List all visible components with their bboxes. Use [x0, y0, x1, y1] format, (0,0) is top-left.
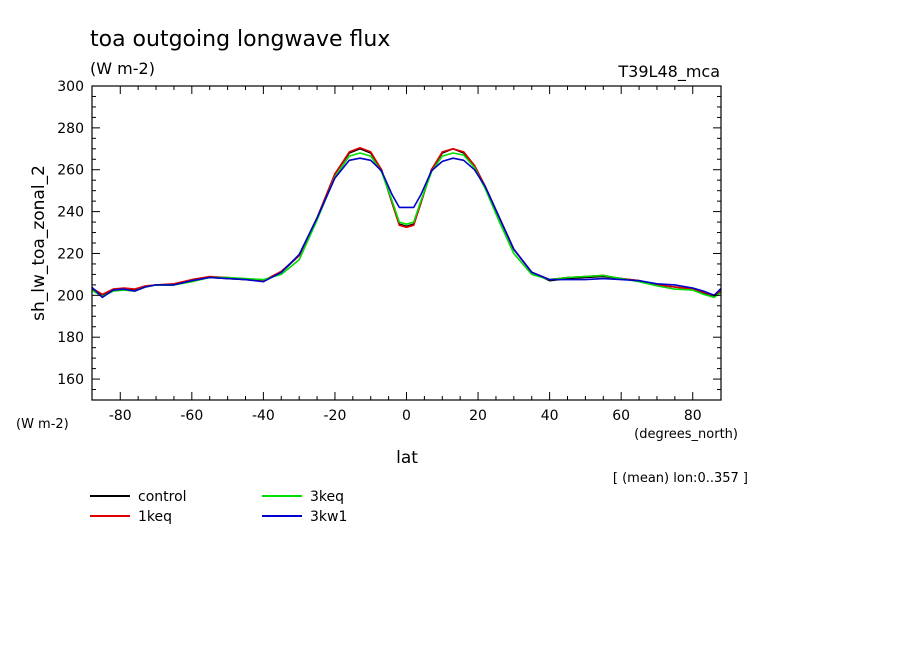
- series-line-3keq: [92, 152, 721, 299]
- series-line-1keq: [92, 147, 721, 297]
- legend-label-control: control: [138, 489, 187, 505]
- y-tick-label: 240: [57, 205, 84, 221]
- model-label: T39L48_mca: [617, 62, 720, 82]
- x-axis-label: lat: [396, 448, 418, 468]
- x-tick-label: 60: [612, 408, 630, 424]
- ticks-layer: [92, 85, 721, 401]
- chart-title: toa outgoing longwave flux: [90, 27, 390, 52]
- series-line-3kw1: [92, 157, 721, 299]
- chart-subtitle: (W m-2): [90, 59, 155, 78]
- series-line-control: [92, 148, 721, 298]
- x-tick-label: 80: [684, 408, 702, 424]
- y-tick-label: 260: [57, 163, 84, 179]
- x-tick-label: -40: [252, 408, 275, 424]
- x-tick-label: 20: [469, 408, 487, 424]
- legend-label-1keq: 1keq: [138, 509, 172, 525]
- y-tick-labels: 160 180 200 220 240 260 280 300: [57, 79, 84, 388]
- y-tick-label: 200: [57, 288, 84, 304]
- y-tick-label: 180: [57, 330, 84, 346]
- series-layer: [92, 147, 721, 299]
- x-tick-label: -20: [324, 408, 347, 424]
- x-tick-label: 0: [402, 408, 411, 424]
- legend: control 1keq 3keq 3kw1: [90, 489, 347, 525]
- x-tick-labels: -80 -60 -40 -20 0 20 40 60 80: [109, 408, 702, 424]
- x-axis-units: (degrees_north): [634, 427, 738, 442]
- x-tick-label: -80: [109, 408, 132, 424]
- y-tick-label: 280: [57, 121, 84, 137]
- y-axis-label: sh_lw_toa_zonal_2: [29, 165, 49, 321]
- y-tick-label: 220: [57, 246, 84, 262]
- y-axis-units: (W m-2): [16, 417, 69, 432]
- plot-frame: [91, 85, 722, 401]
- legend-label-3kw1: 3kw1: [310, 509, 347, 525]
- x-tick-label: 40: [541, 408, 559, 424]
- y-tick-label: 300: [57, 79, 84, 95]
- averaging-note: [ (mean) lon:0..357 ]: [613, 471, 748, 486]
- x-tick-label: -60: [180, 408, 203, 424]
- y-tick-label: 160: [57, 372, 84, 388]
- legend-label-3keq: 3keq: [310, 489, 344, 505]
